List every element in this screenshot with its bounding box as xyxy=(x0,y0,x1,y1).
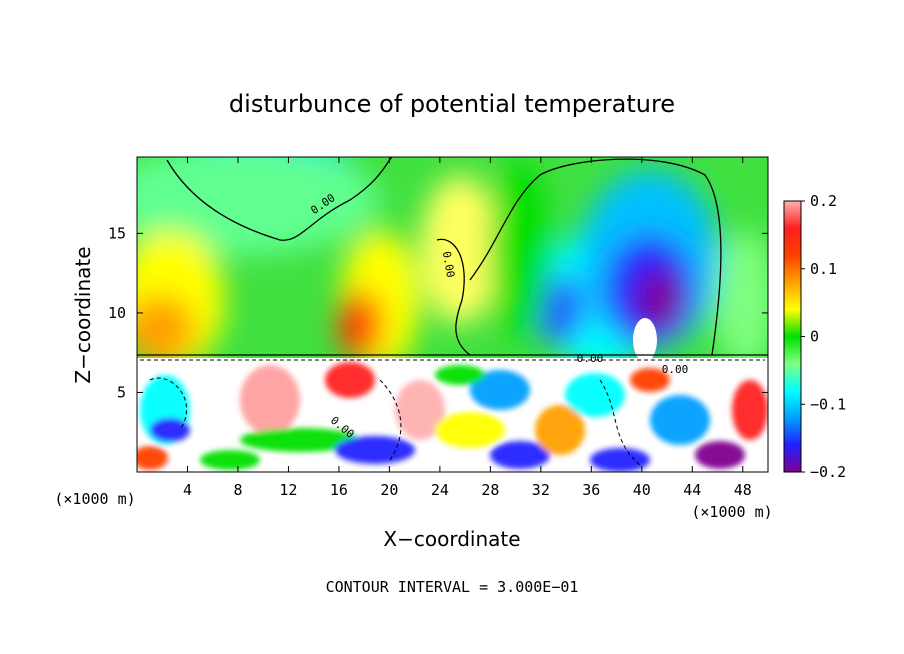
x-unit-left: (×1000 m) xyxy=(54,490,135,508)
contour-interval-footer: CONTOUR INTERVAL = 3.000E−01 xyxy=(326,578,579,596)
colorbar-ticks: 0.2 0.1 0 −0.1 −0.2 xyxy=(801,192,846,481)
x-tick-label: 36 xyxy=(582,481,600,499)
x-axis-label: X−coordinate xyxy=(383,527,520,551)
x-tick-label: 16 xyxy=(330,481,348,499)
y-axis-label: Z−coordinate xyxy=(71,246,95,383)
x-unit-right: (×1000 m) xyxy=(691,503,772,521)
contour-label: 0.00 xyxy=(440,250,457,278)
plot-frame xyxy=(136,156,769,473)
colorbar-tick-label: 0.2 xyxy=(810,192,837,210)
y-tick-label: 10 xyxy=(108,304,126,322)
colorbar-tick-label: 0 xyxy=(810,328,819,346)
colorbar xyxy=(783,200,802,473)
x-tick-label: 8 xyxy=(233,481,242,499)
x-tick-label: 32 xyxy=(532,481,550,499)
colorbar-tick-label: −0.2 xyxy=(810,463,846,481)
chart-title: disturbunce of potential temperature xyxy=(229,90,675,118)
colorbar-tick-label: −0.1 xyxy=(810,395,846,413)
heatmap-field xyxy=(137,157,768,472)
contour-label: 0.00 xyxy=(662,363,689,376)
x-tick-label: 44 xyxy=(683,481,701,499)
x-tick-label: 20 xyxy=(380,481,398,499)
x-tick-label: 24 xyxy=(431,481,449,499)
x-tick-label: 48 xyxy=(734,481,752,499)
contour-label: 0.00 xyxy=(577,352,604,365)
x-tick-label: 40 xyxy=(633,481,651,499)
colorbar-tick-label: 0.1 xyxy=(810,260,837,278)
x-tick-label: 4 xyxy=(183,481,192,499)
y-tick-label: 15 xyxy=(108,224,126,242)
y-axis: 5 10 15 xyxy=(108,224,768,401)
x-axis: 4 8 12 16 20 24 28 32 36 40 44 48 xyxy=(183,157,752,499)
y-tick-label: 5 xyxy=(117,383,126,401)
x-tick-label: 28 xyxy=(481,481,499,499)
x-tick-label: 12 xyxy=(279,481,297,499)
